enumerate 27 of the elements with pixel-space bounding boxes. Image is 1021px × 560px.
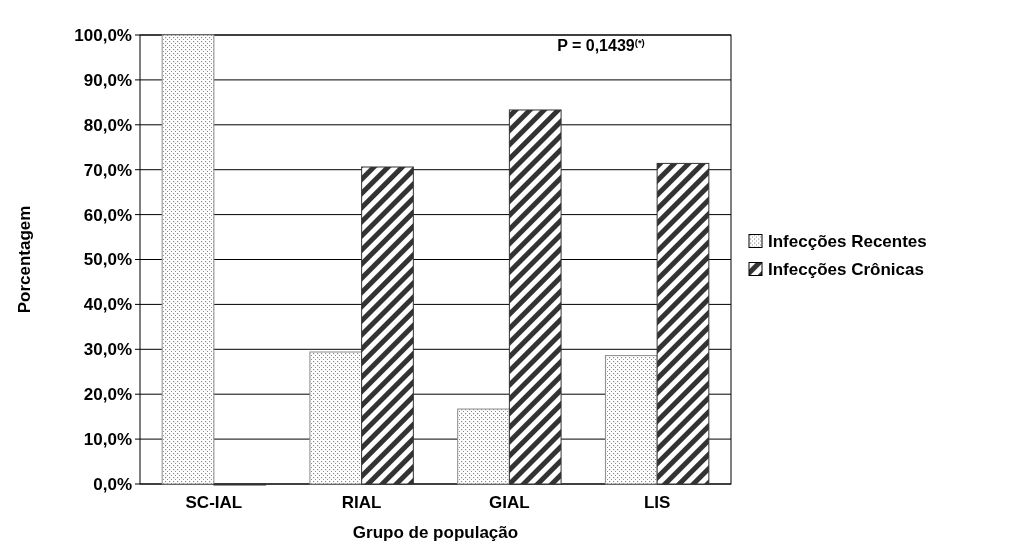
annotation: P = 0,1439$^{(*)}$ (557, 36, 645, 54)
y-tick-label: 70,0% (83, 160, 132, 180)
y-axis-title: Porcentagem (15, 205, 34, 314)
y-tick-label: 50,0% (83, 250, 132, 270)
legend-label: Infecções Crônicas (768, 260, 924, 280)
y-tick-label: 90,0% (83, 70, 132, 90)
x-tick-label: SC-IAL (185, 493, 243, 512)
bar (604, 355, 658, 485)
y-tick-label: 0,0% (93, 474, 132, 494)
y-tick-label: 80,0% (83, 115, 132, 135)
x-tick-label: RIAL (341, 493, 382, 512)
bar (309, 351, 363, 485)
bar (161, 34, 215, 485)
bar (508, 109, 562, 485)
bar (457, 408, 510, 485)
x-tick-label: LIS (643, 493, 671, 512)
y-tick-label: 30,0% (83, 340, 132, 360)
y-tick-label: 60,0% (83, 205, 132, 225)
y-tick-label: 100,0% (74, 25, 132, 45)
y-tick-label: 10,0% (83, 430, 132, 450)
x-tick-label: GIAL (489, 493, 530, 512)
bar (361, 166, 414, 485)
y-tick-label: 40,0% (83, 295, 132, 315)
y-tick-label: 20,0% (83, 385, 132, 405)
legend-label: Infecções Recentes (768, 232, 927, 252)
bar (656, 162, 710, 485)
x-axis-title: Grupo de população (352, 523, 519, 542)
